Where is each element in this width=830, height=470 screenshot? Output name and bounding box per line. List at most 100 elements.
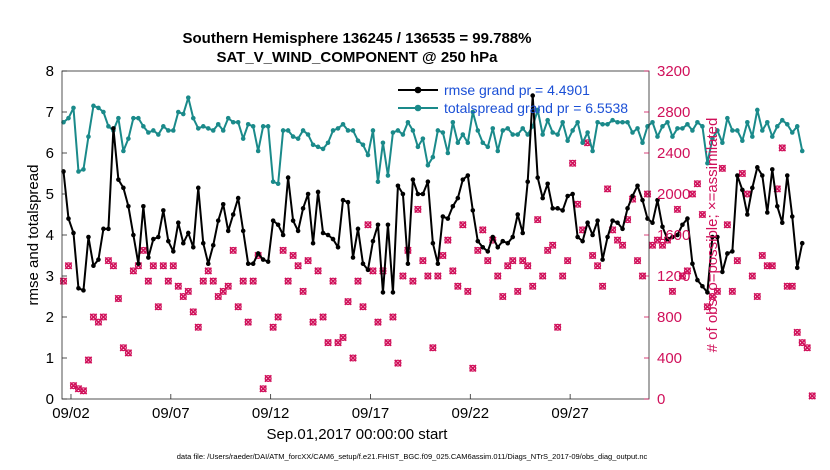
obs-possible-marker bbox=[314, 267, 322, 275]
y-right-tick-label: 1200 bbox=[657, 268, 690, 285]
obs-possible-marker bbox=[683, 267, 691, 275]
legend: rmse grand pr = 4.4901 totalspread grand… bbox=[398, 82, 628, 116]
legend-rmse-marker bbox=[414, 86, 422, 94]
rmse-point bbox=[215, 218, 221, 223]
obs-assimilated-marker bbox=[369, 267, 377, 275]
rmse-point bbox=[760, 173, 765, 178]
obs-possible-marker bbox=[359, 303, 367, 311]
rmse-point bbox=[415, 191, 421, 197]
rmse-point bbox=[365, 267, 371, 273]
obs-possible-marker bbox=[763, 262, 771, 270]
y-axis-label: rmse and totalspread bbox=[25, 165, 42, 306]
rmse-point bbox=[315, 189, 321, 195]
obs-assimilated-marker bbox=[309, 318, 317, 326]
totalspread-point bbox=[435, 128, 441, 133]
totalspread-point bbox=[325, 140, 331, 146]
totalspread-point bbox=[615, 119, 620, 125]
x-tick-label: 09/12 bbox=[252, 405, 290, 422]
totalspread-point bbox=[520, 126, 526, 131]
obs-assimilated-marker bbox=[449, 267, 457, 275]
totalspread-point bbox=[650, 119, 655, 125]
y-right-tick-label: 0 bbox=[657, 391, 665, 408]
rmse-point bbox=[270, 218, 276, 223]
totalspread-point bbox=[76, 169, 81, 174]
obs-possible-marker bbox=[89, 313, 97, 321]
y-tick-label: 0 bbox=[46, 391, 54, 408]
rmse-point bbox=[380, 290, 386, 295]
obs-possible-marker bbox=[758, 251, 766, 260]
totalspread-point bbox=[665, 119, 670, 125]
rmse-point bbox=[350, 255, 356, 260]
totalspread-point bbox=[161, 124, 166, 129]
rmse-point bbox=[101, 226, 106, 232]
obs-possible-marker bbox=[599, 282, 607, 290]
rmse-point bbox=[235, 195, 241, 201]
obs-possible-marker bbox=[778, 144, 786, 152]
rmse-point bbox=[465, 173, 471, 178]
obs-possible-marker bbox=[733, 257, 741, 265]
obs-assimilated-marker bbox=[114, 294, 123, 303]
obs-assimilated-marker bbox=[154, 302, 163, 311]
totalspread-point bbox=[136, 115, 141, 121]
obs-possible-marker bbox=[793, 328, 801, 336]
rmse-point bbox=[610, 218, 615, 223]
obs-possible-marker bbox=[119, 344, 127, 352]
rmse-point bbox=[185, 230, 191, 236]
totalspread-point bbox=[116, 115, 121, 121]
obs-possible-marker bbox=[419, 257, 427, 265]
totalspread-point bbox=[131, 115, 136, 121]
rmse-point bbox=[600, 257, 605, 262]
obs-possible-marker bbox=[409, 277, 417, 285]
obs-assimilated-marker bbox=[434, 272, 442, 280]
rmse-point bbox=[750, 185, 755, 191]
totalspread-point bbox=[101, 109, 106, 115]
obs-assimilated-marker bbox=[264, 374, 272, 383]
obs-assimilated-marker bbox=[803, 343, 811, 352]
obs-possible-marker bbox=[394, 359, 402, 367]
totalspread-point bbox=[320, 146, 326, 152]
obs-possible-marker bbox=[688, 190, 696, 198]
rmse-point bbox=[400, 191, 406, 197]
y-tick-label: 1 bbox=[46, 350, 54, 367]
rmse-point bbox=[435, 261, 441, 267]
totalspread-point bbox=[66, 115, 71, 121]
totalspread-point bbox=[240, 136, 246, 141]
totalspread-point bbox=[190, 115, 196, 121]
totalspread-point bbox=[700, 124, 705, 129]
totalspread-point bbox=[255, 148, 261, 154]
obs-possible-marker bbox=[169, 262, 177, 270]
obs-possible-marker bbox=[514, 287, 522, 295]
totalspread-point bbox=[71, 105, 76, 111]
obs-possible-marker bbox=[449, 267, 457, 275]
rmse-point bbox=[375, 222, 381, 228]
obs-assimilated-marker bbox=[59, 277, 68, 285]
obs-possible-marker bbox=[549, 241, 557, 249]
totalspread-point bbox=[610, 117, 615, 123]
obs-assimilated-marker bbox=[204, 267, 213, 275]
obs-assimilated-marker bbox=[713, 287, 722, 296]
rmse-point bbox=[510, 234, 516, 240]
rmse-point bbox=[789, 214, 795, 219]
obs-assimilated-marker bbox=[758, 251, 767, 260]
totalspread-point bbox=[205, 126, 211, 131]
totalspread-point bbox=[779, 117, 785, 123]
y-tick-label: 8 bbox=[46, 63, 54, 80]
totalspread-point bbox=[794, 124, 800, 129]
x-tick-label: 09/22 bbox=[452, 405, 490, 422]
totalspread-point bbox=[415, 144, 421, 150]
totalspread-point bbox=[405, 119, 411, 125]
rmse-point bbox=[210, 242, 216, 248]
obs-possible-marker bbox=[469, 364, 477, 372]
y-tick-label: 3 bbox=[46, 268, 54, 285]
obs-assimilated-marker bbox=[189, 308, 198, 316]
totalspread-point bbox=[355, 138, 361, 143]
obs-possible-marker bbox=[614, 236, 622, 244]
totalspread-point bbox=[430, 154, 436, 160]
rmse-point bbox=[485, 249, 491, 254]
totalspread-point bbox=[285, 128, 291, 133]
rmse-point bbox=[665, 236, 670, 242]
totalspread-point bbox=[335, 126, 341, 131]
obs-possible-marker bbox=[753, 292, 761, 301]
totalspread-point bbox=[570, 128, 575, 133]
obs-assimilated-marker bbox=[414, 205, 422, 214]
